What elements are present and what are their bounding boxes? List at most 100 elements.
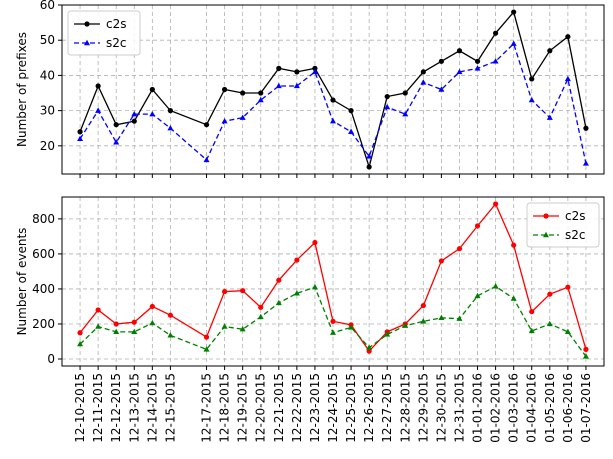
marker	[330, 97, 336, 103]
marker	[583, 125, 589, 131]
x-tick-label: 12-14-2015	[145, 373, 159, 443]
x-tick-label: 01-01-2016	[471, 373, 485, 443]
marker	[402, 322, 409, 328]
legend-label: c2s	[565, 209, 585, 223]
marker	[582, 353, 589, 359]
marker	[402, 90, 408, 96]
marker	[564, 328, 571, 335]
y-tick-label: 400	[32, 282, 55, 296]
marker	[546, 320, 553, 327]
marker	[511, 9, 517, 15]
y-tick-label: 60	[40, 0, 55, 12]
marker	[149, 86, 155, 93]
x-tick-label: 12-29-2015	[416, 373, 430, 443]
marker	[257, 313, 264, 320]
marker	[456, 246, 463, 252]
marker	[547, 291, 553, 297]
x-tick-label: 12-25-2015	[344, 373, 358, 443]
marker	[564, 75, 571, 82]
x-tick-label: 12-17-2015	[200, 373, 214, 443]
marker	[420, 318, 427, 324]
marker	[456, 68, 463, 75]
x-tick-label: 12-23-2015	[308, 373, 322, 443]
marker	[547, 48, 553, 54]
marker	[95, 323, 102, 329]
marker	[275, 299, 282, 306]
marker	[113, 321, 119, 327]
y-tick-label: 20	[40, 139, 55, 153]
marker	[77, 330, 83, 336]
marker	[529, 76, 535, 82]
x-tick-label: 12-10-2015	[73, 373, 87, 443]
y-axis-label: Number of events	[15, 228, 29, 336]
marker	[113, 328, 120, 335]
marker	[384, 331, 391, 337]
x-tick-label: 12-24-2015	[326, 373, 340, 443]
legend-box	[526, 202, 600, 248]
marker	[474, 65, 481, 71]
x-tick-label: 12-28-2015	[398, 373, 412, 443]
marker	[240, 288, 246, 294]
marker	[330, 318, 336, 324]
marker	[456, 315, 463, 321]
marker	[221, 117, 228, 124]
marker	[149, 110, 156, 117]
y-tick-label: 600	[32, 247, 55, 261]
marker	[348, 108, 354, 114]
marker	[565, 284, 571, 290]
marker	[456, 48, 463, 54]
marker	[546, 114, 553, 120]
legend-marker	[84, 39, 90, 46]
marker	[492, 283, 499, 289]
marker	[438, 58, 444, 64]
marker	[222, 86, 228, 93]
marker	[493, 30, 499, 36]
marker	[492, 58, 499, 64]
legend-label: s2c	[106, 36, 126, 50]
legend-label: c2s	[106, 17, 126, 31]
marker	[258, 304, 264, 310]
marker	[95, 307, 101, 313]
marker	[77, 129, 83, 135]
marker	[167, 108, 173, 114]
series-line	[79, 10, 587, 170]
x-tick-label: 01-02-2016	[489, 373, 503, 443]
legend-marker	[543, 231, 549, 238]
marker	[131, 118, 137, 124]
legend-label: s2c	[565, 228, 585, 242]
marker	[240, 90, 246, 96]
marker	[330, 117, 336, 124]
marker	[276, 65, 282, 71]
marker	[366, 153, 373, 159]
marker	[583, 346, 589, 352]
marker	[203, 156, 210, 163]
marker	[167, 312, 173, 318]
marker	[438, 86, 445, 92]
marker	[528, 327, 535, 334]
marker	[294, 69, 300, 75]
series-line	[79, 42, 587, 164]
marker	[474, 292, 481, 299]
marker	[330, 329, 336, 335]
legend-marker	[84, 21, 90, 27]
marker	[149, 319, 156, 326]
legend-marker	[543, 213, 549, 219]
marker	[77, 135, 84, 141]
marker	[438, 314, 445, 321]
x-tick-label: 12-31-2015	[452, 373, 466, 443]
frame	[61, 196, 605, 367]
x-tick-label: 12-22-2015	[290, 373, 304, 443]
x-tick-label: 12-13-2015	[127, 373, 141, 443]
marker	[510, 295, 517, 301]
marker	[312, 239, 318, 246]
marker	[113, 139, 120, 145]
y-tick-label: 50	[40, 33, 55, 47]
marker	[167, 125, 174, 131]
marker	[493, 201, 499, 207]
x-tick-label: 12-20-2015	[254, 373, 268, 443]
marker	[275, 82, 282, 89]
marker	[95, 83, 101, 89]
marker	[511, 242, 517, 248]
marker	[311, 68, 318, 75]
